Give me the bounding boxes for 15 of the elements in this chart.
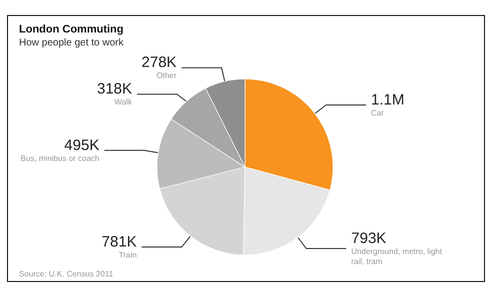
chart-subtitle: How people get to work: [19, 38, 124, 48]
data-label: 495K: [64, 136, 100, 154]
slice-label: Underground, metro, light rail, tram: [351, 247, 443, 266]
data-label: 278K: [142, 54, 177, 72]
data-label: 781K: [102, 234, 137, 250]
slice-label: Train: [118, 250, 137, 260]
slice-label: Bus, minibus or coach: [20, 154, 100, 163]
slice-label: Car: [371, 108, 384, 118]
source-note: Source: U.K. Census 2011: [19, 270, 114, 278]
slice-label: Walk: [114, 98, 134, 107]
data-label: 1.1M: [371, 92, 404, 109]
slice-label: Other: [156, 71, 177, 80]
data-label: 318K: [96, 80, 132, 98]
data-label: 793K: [351, 230, 386, 248]
chart-title: London Commuting: [19, 24, 124, 36]
